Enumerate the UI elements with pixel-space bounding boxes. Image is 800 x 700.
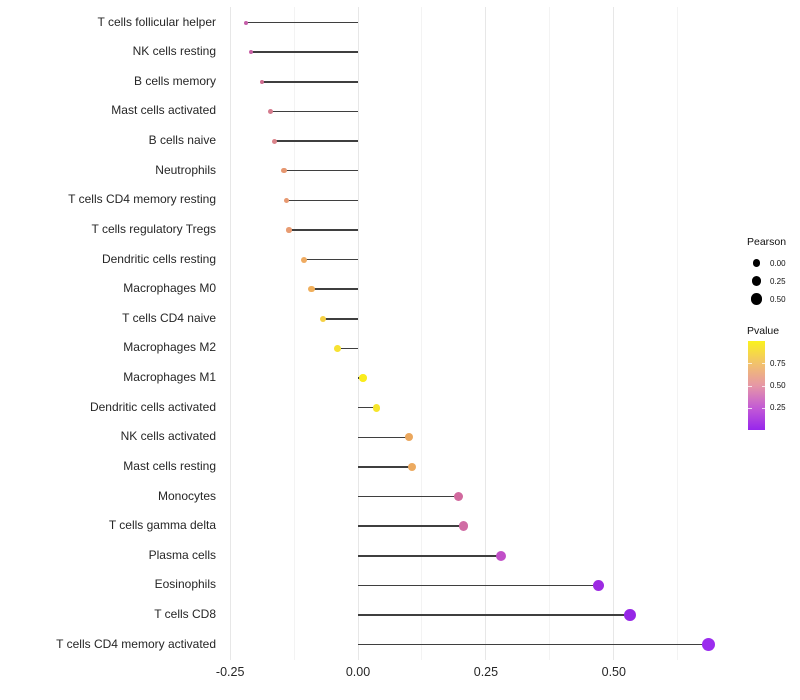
category-label: T cells gamma delta bbox=[108, 518, 216, 533]
colorbar-tick bbox=[748, 385, 752, 387]
gridline-minor bbox=[421, 7, 423, 660]
colorbar-tick bbox=[761, 385, 765, 387]
lollipop-dot bbox=[405, 433, 414, 442]
category-label: Macrophages M1 bbox=[123, 370, 216, 385]
lollipop-stem bbox=[286, 199, 359, 202]
pvalue-colorbar bbox=[748, 341, 765, 430]
category-label: Mast cells resting bbox=[123, 458, 216, 473]
lollipop-dot bbox=[259, 79, 265, 85]
category-label: T cells CD4 naive bbox=[122, 310, 216, 325]
gridline-major bbox=[229, 7, 231, 660]
category-label: Macrophages M2 bbox=[123, 340, 216, 355]
lollipop-stem bbox=[358, 643, 709, 646]
legend-color-title: Pvalue bbox=[747, 325, 780, 337]
lollipop-stem bbox=[358, 466, 413, 468]
lollipop-stem bbox=[288, 229, 359, 231]
category-label: Eosinophils bbox=[154, 577, 216, 592]
gridline-minor bbox=[677, 7, 679, 660]
category-label: Monocytes bbox=[157, 488, 216, 503]
lollipop-dot bbox=[372, 403, 381, 412]
category-label: NK cells activated bbox=[120, 429, 216, 444]
lollipop-stem bbox=[358, 555, 502, 557]
legend-size-title: Pearson bbox=[747, 236, 787, 248]
colorbar-tick bbox=[748, 407, 752, 409]
category-label: T cells regulatory Tregs bbox=[91, 221, 217, 236]
category-label: T cells CD4 memory activated bbox=[56, 636, 216, 651]
legend-size-dot bbox=[750, 293, 763, 305]
x-tick-label: 0.50 bbox=[601, 665, 626, 679]
lollipop-stem bbox=[358, 436, 410, 439]
colorbar-tick bbox=[761, 407, 765, 409]
lollipop-dot bbox=[592, 579, 605, 592]
lollipop-dot bbox=[458, 521, 469, 531]
x-tick-label: 0.25 bbox=[473, 665, 499, 679]
lollipop-dot bbox=[249, 50, 254, 55]
gridline-major bbox=[485, 7, 487, 660]
lollipop-dot bbox=[308, 286, 315, 293]
lollipop-stem bbox=[358, 614, 631, 616]
lollipop-dot bbox=[334, 345, 341, 352]
colorbar-tick bbox=[748, 363, 752, 365]
category-label: Macrophages M0 bbox=[123, 281, 216, 296]
lollipop-stem bbox=[274, 140, 359, 142]
legend-size-label: 0.25 bbox=[770, 276, 786, 286]
gridline-minor bbox=[549, 7, 551, 660]
colorbar-tick bbox=[761, 363, 765, 365]
legend-color-label: 0.50 bbox=[770, 381, 786, 390]
legend-size-dot bbox=[751, 276, 762, 286]
legend-size-label: 0.00 bbox=[770, 258, 786, 268]
lollipop-stem bbox=[303, 258, 359, 261]
lollipop-stem bbox=[358, 406, 377, 409]
lollipop-stem bbox=[246, 21, 359, 24]
legend-color-label: 0.75 bbox=[770, 358, 786, 368]
category-label: B cells memory bbox=[133, 73, 216, 88]
x-tick-label: 0.00 bbox=[345, 665, 371, 679]
lollipop-stem bbox=[270, 110, 359, 113]
category-label: Dendritic cells activated bbox=[89, 399, 216, 414]
x-tick-label: -0.25 bbox=[215, 665, 245, 679]
lollipop-stem bbox=[311, 288, 359, 290]
lollipop-stem bbox=[358, 525, 464, 527]
gridline-major bbox=[613, 7, 615, 660]
lollipop-dot bbox=[701, 638, 715, 652]
category-label: Neutrophils bbox=[155, 162, 216, 177]
lollipop-stem bbox=[261, 81, 359, 83]
lollipop-dot bbox=[272, 138, 278, 144]
category-label: Mast cells activated bbox=[111, 103, 216, 118]
lollipop-stem bbox=[337, 347, 359, 350]
lollipop-dot bbox=[267, 109, 273, 114]
lollipop-dot bbox=[359, 374, 367, 382]
lollipop-dot bbox=[281, 168, 287, 174]
category-label: Plasma cells bbox=[148, 547, 216, 562]
lollipop-dot bbox=[496, 550, 507, 561]
category-label: B cells naive bbox=[148, 133, 216, 148]
category-label: T cells CD4 memory resting bbox=[68, 192, 216, 207]
category-label: NK cells resting bbox=[132, 44, 216, 59]
legend-color-label: 0.25 bbox=[770, 403, 786, 413]
lollipop-stem bbox=[283, 169, 359, 172]
category-label: Dendritic cells resting bbox=[101, 251, 216, 266]
gridline-minor bbox=[293, 7, 295, 660]
lollipop-dot bbox=[244, 20, 249, 25]
lollipop-stem bbox=[322, 318, 359, 320]
lollipop-dot bbox=[300, 256, 307, 263]
lollipop-stem bbox=[358, 495, 459, 498]
category-label: T cells CD8 bbox=[154, 607, 216, 621]
lollipop-dot bbox=[286, 227, 292, 233]
lollipop-dot bbox=[319, 315, 326, 323]
lollipop-dot bbox=[624, 609, 637, 621]
lollipop-stem bbox=[251, 51, 359, 53]
lollipop-stem bbox=[358, 584, 599, 587]
lollipop-dot bbox=[283, 197, 290, 204]
category-label: T cells follicular helper bbox=[97, 14, 217, 29]
lollipop-dot bbox=[453, 491, 463, 502]
legend-size-label: 0.50 bbox=[770, 294, 786, 304]
legend-size-dot bbox=[752, 259, 761, 267]
lollipop-dot bbox=[408, 462, 417, 472]
gridline-major bbox=[357, 7, 359, 660]
